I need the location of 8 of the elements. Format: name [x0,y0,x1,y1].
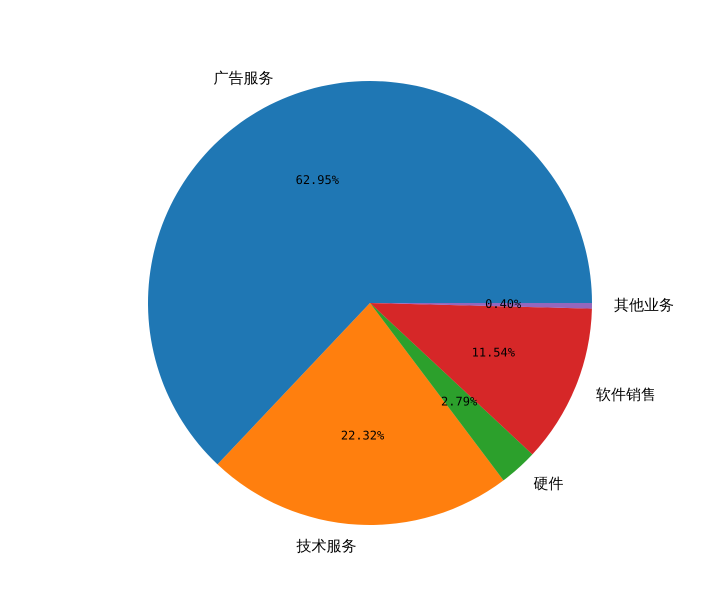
slice-label: 广告服务 [213,68,274,87]
slice-label: 软件销售 [596,385,656,404]
slice-label: 硬件 [533,474,564,493]
slice-label: 技术服务 [295,536,356,555]
data-label: 22.32% [340,428,385,442]
data-label: 62.95% [296,172,340,187]
data-label: 11.54% [472,346,516,360]
slice-label: 其他业务 [614,296,674,314]
